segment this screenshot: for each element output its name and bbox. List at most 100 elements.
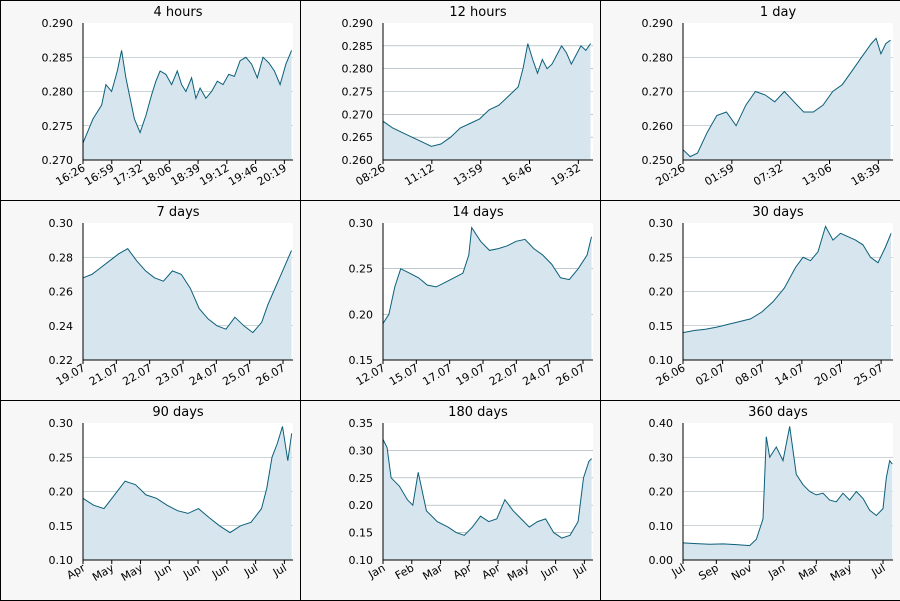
chart-svg: 4 hours0.2700.2750.2800.2850.29016:2616:… (42, 5, 293, 188)
x-tick-label: May (90, 561, 117, 584)
y-tick-label: 0.250 (642, 154, 674, 167)
y-tick-label: 0.20 (649, 286, 674, 299)
y-tick-label: 0.30 (649, 217, 674, 230)
x-tick-label: Mar (796, 561, 821, 583)
y-tick-label: 0.270 (42, 154, 74, 167)
y-tick-label: 0.260 (342, 154, 374, 167)
series-line (682, 225, 892, 334)
y-tick-label: 0.290 (42, 17, 74, 30)
x-tick-label: 19.07 (454, 361, 488, 388)
x-tick-label: 23.07 (154, 361, 188, 388)
x-tick-label: 20:19 (255, 161, 289, 188)
x-tick-label: 20.07 (812, 361, 846, 388)
x-tick-label: 19:46 (226, 161, 260, 188)
x-tick-label: 19:12 (197, 161, 231, 188)
y-tick-label: 0.10 (49, 554, 74, 567)
x-tick-label: Jul (570, 561, 589, 579)
chart-panel: 7 days 0.22 0.24 0.26 0.28 0.30 19.07 21.07 22.0… (0, 200, 301, 401)
chart-panel: 4 hours 0.270 0.275 0.280 0.285 0.290 16:26 16:… (0, 0, 301, 201)
x-tick-label: May (505, 561, 532, 584)
x-tick-label: 11:12 (402, 161, 436, 188)
series-line (682, 426, 893, 547)
y-tick-label: 0.20 (49, 486, 74, 499)
x-tick-label: 15.07 (387, 361, 421, 388)
y-tick-label: 0.15 (349, 527, 374, 540)
x-tick-label: 26.07 (254, 361, 288, 388)
series-area (83, 248, 292, 360)
y-tick-label: 0.20 (349, 308, 374, 321)
y-tick-label: 0.00 (649, 554, 674, 567)
y-tick-label: 0.10 (649, 354, 674, 367)
x-tick-label: 17.07 (420, 361, 454, 388)
y-tick-label: 0.20 (649, 486, 674, 499)
series-area (683, 226, 892, 360)
x-tick-label: Jul (241, 561, 260, 579)
x-tick-label: Feb (393, 561, 416, 582)
y-tick-label: 0.25 (349, 263, 374, 276)
y-tick-label: 0.30 (49, 417, 74, 430)
chart-title: 30 days (752, 205, 804, 220)
y-tick-label: 0.265 (342, 131, 374, 144)
x-tick-label: Jun (180, 561, 202, 581)
x-tick-label: May (119, 561, 146, 584)
x-tick-label: 19:32 (549, 161, 583, 188)
y-tick-label: 0.15 (349, 354, 374, 367)
y-tick-label: 0.25 (349, 472, 374, 485)
x-tick-label: 07:32 (751, 161, 785, 188)
x-tick-label: Apr (480, 561, 503, 582)
chart-title: 7 days (156, 205, 199, 220)
y-tick-label: 0.25 (649, 251, 674, 264)
series-line (82, 426, 293, 534)
x-tick-label: 25.07 (852, 361, 886, 388)
x-tick-label: 01:59 (702, 161, 736, 188)
chart-title: 180 days (448, 405, 508, 420)
y-tick-label: 0.270 (642, 86, 674, 99)
y-tick-label: 0.22 (49, 354, 74, 367)
series-line (382, 439, 592, 539)
x-tick-label: 16:59 (82, 161, 116, 188)
y-tick-label: 0.15 (649, 320, 674, 333)
series-area (683, 38, 891, 160)
x-tick-label: 24.07 (187, 361, 221, 388)
y-tick-label: 0.10 (349, 554, 374, 567)
x-tick-label: Jul (669, 561, 688, 579)
chart-panel: 14 days 0.15 0.20 0.25 0.30 12.07 15.07 17.07 19… (300, 200, 601, 401)
x-tick-label: 13:59 (451, 161, 485, 188)
y-tick-label: 0.280 (42, 86, 74, 99)
x-tick-label: 18:06 (140, 161, 174, 188)
chart-title: 12 hours (449, 5, 506, 20)
y-tick-label: 0.30 (349, 217, 374, 230)
y-tick-label: 0.30 (349, 444, 374, 457)
x-tick-label: Sep (696, 561, 720, 583)
y-tick-label: 0.290 (642, 17, 674, 30)
series-area (383, 227, 592, 360)
x-tick-label: Jul (270, 561, 289, 579)
x-tick-label: 18:39 (849, 161, 883, 188)
series-area (383, 43, 591, 160)
y-tick-label: 0.260 (642, 120, 674, 133)
y-tick-label: 0.280 (642, 51, 674, 64)
series-area (683, 426, 893, 560)
x-tick-label: 14.07 (773, 361, 807, 388)
x-tick-label: 02.07 (693, 361, 727, 388)
x-tick-label: Jul (869, 561, 888, 579)
x-tick-label: 26.07 (554, 361, 588, 388)
chart-title: 90 days (152, 405, 204, 420)
series-area (383, 439, 592, 560)
x-tick-label: 17:32 (111, 161, 145, 188)
x-tick-label: 16:46 (500, 161, 534, 188)
x-tick-label: 25.07 (220, 361, 254, 388)
series-area (83, 50, 292, 160)
y-tick-label: 0.20 (349, 499, 374, 512)
x-tick-label: Mar (421, 561, 446, 583)
series-line (682, 37, 891, 158)
y-tick-label: 0.15 (49, 520, 74, 533)
y-tick-label: 0.24 (49, 320, 74, 333)
chart-panel: 360 days 0.00 0.10 0.20 0.30 0.40 Jul Sep Nov Jan… (600, 400, 900, 601)
x-tick-label: May (828, 561, 855, 584)
